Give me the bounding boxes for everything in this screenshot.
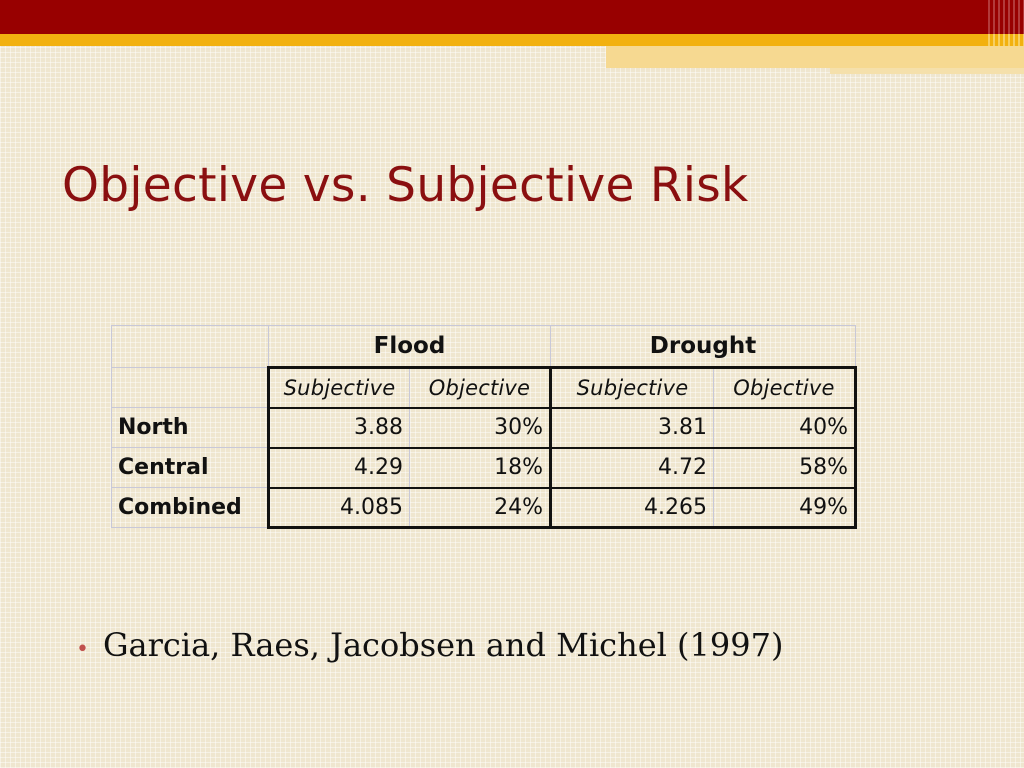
table-row: Central 4.29 18% 4.72 58% bbox=[111, 447, 857, 489]
table-group-header-row: Flood Drought bbox=[111, 325, 856, 368]
table-corner-cell-2 bbox=[111, 367, 269, 408]
top-red-band bbox=[0, 0, 1024, 34]
table-cell: 4.265 bbox=[549, 487, 714, 529]
row-label-combined: Combined bbox=[111, 487, 269, 528]
subheader-flood-subjective: Subjective bbox=[267, 366, 410, 409]
bullet-dot-icon: • bbox=[76, 637, 89, 662]
top-red-band-stripes bbox=[988, 0, 1024, 34]
group-header-drought: Drought bbox=[550, 325, 856, 368]
table-cell: 40% bbox=[713, 407, 857, 449]
table-cell: 3.88 bbox=[267, 407, 410, 449]
table-corner-cell bbox=[111, 325, 269, 368]
table-cell: 4.72 bbox=[549, 447, 714, 489]
table-cell: 24% bbox=[409, 487, 551, 529]
table-cell: 3.81 bbox=[549, 407, 714, 449]
table-row: North 3.88 30% 3.81 40% bbox=[111, 407, 857, 449]
table-cell: 49% bbox=[713, 487, 857, 529]
citation-bullet: • Garcia, Raes, Jacobsen and Michel (199… bbox=[76, 626, 783, 664]
top-pale-band bbox=[606, 46, 1024, 68]
table-cell: 18% bbox=[409, 447, 551, 489]
risk-table: Flood Drought Subjective Objective Subje… bbox=[111, 325, 857, 529]
top-gold-band bbox=[0, 34, 1024, 46]
subheader-flood-objective: Objective bbox=[409, 366, 551, 409]
table-cell: 4.085 bbox=[267, 487, 410, 529]
table-cell: 58% bbox=[713, 447, 857, 489]
group-header-flood: Flood bbox=[268, 325, 551, 368]
slide-title: Objective vs. Subjective Risk bbox=[62, 158, 749, 213]
row-label-north: North bbox=[111, 407, 269, 448]
table-row: Combined 4.085 24% 4.265 49% bbox=[111, 487, 857, 529]
table-cell: 4.29 bbox=[267, 447, 410, 489]
subheader-drought-objective: Objective bbox=[713, 366, 857, 409]
table-subheader-row: Subjective Objective Subjective Objectiv… bbox=[111, 366, 857, 409]
top-pale-band-lower bbox=[830, 68, 1024, 74]
subheader-drought-subjective: Subjective bbox=[549, 366, 714, 409]
table-cell: 30% bbox=[409, 407, 551, 449]
citation-text: Garcia, Raes, Jacobsen and Michel (1997) bbox=[102, 626, 784, 664]
row-label-central: Central bbox=[111, 447, 269, 488]
